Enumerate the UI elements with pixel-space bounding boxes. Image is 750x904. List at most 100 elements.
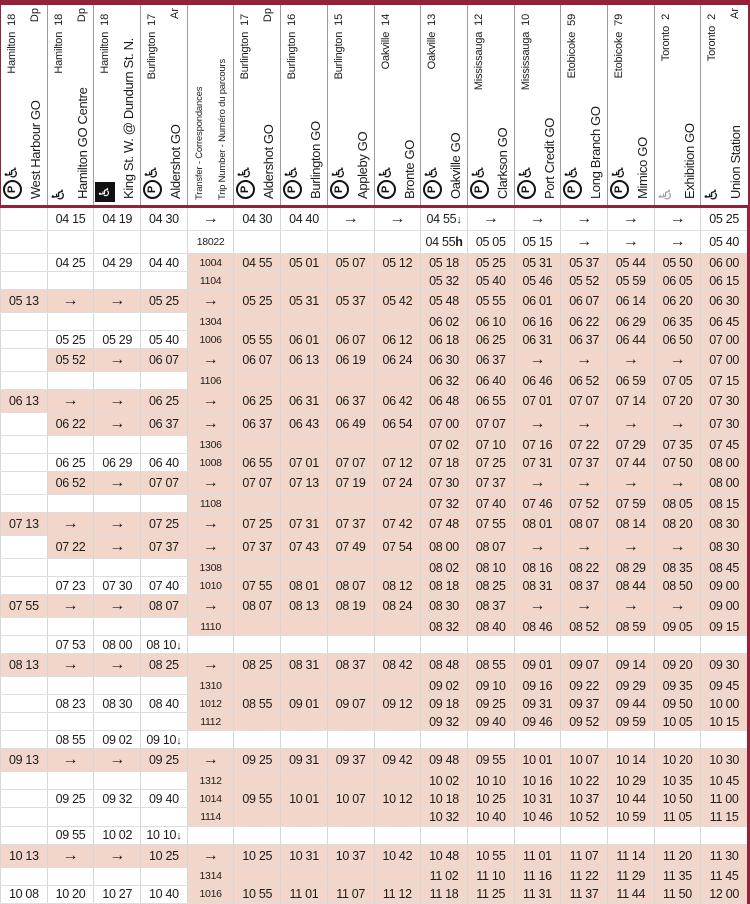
trip-number-cell: 18022 xyxy=(187,230,235,255)
timetable-row: 1314 11 02 11 10 11 16 11 22 11 29 11 35 11 45 xyxy=(0,867,748,886)
time-cell: 08 40 xyxy=(467,617,515,637)
time-cell: 09 48 xyxy=(420,748,468,773)
time-cell: 06 10 xyxy=(467,312,515,332)
empty-cell xyxy=(280,271,328,291)
time-cell: 08 02 xyxy=(420,558,468,578)
time-cell: 10 50 xyxy=(654,789,702,809)
trip-number-label: Trip Number - Numéro du parcours xyxy=(216,58,228,200)
skip-arrow-cell: → xyxy=(187,653,235,678)
parking-icon: P xyxy=(329,180,349,199)
empty-cell xyxy=(93,271,142,291)
time-cell: 04 29 xyxy=(93,253,142,273)
time-cell: 06 01 xyxy=(280,330,328,350)
trip-number-cell: 1108 xyxy=(187,494,235,514)
time-cell: 11 44 xyxy=(607,885,655,904)
time-cell: 09 01 xyxy=(280,694,328,714)
skip-arrow-cell: → xyxy=(607,206,655,232)
trip-number-cell: 1012 xyxy=(187,694,235,714)
fare-zone-label: Hamilton18 xyxy=(5,14,18,74)
empty-cell xyxy=(280,617,328,637)
time-cell: 06 55 xyxy=(467,389,515,414)
timetable-row: 10 08 10 20 10 27 10 40 1016 10 55 11 01 11 07 1… xyxy=(0,885,748,904)
trip-number-cell: 1312 xyxy=(187,771,235,791)
empty-cell xyxy=(140,617,188,637)
time-cell: 07 48 xyxy=(420,512,468,537)
time-cell: 11 31 xyxy=(514,885,562,904)
time-cell: 08 05 xyxy=(654,494,702,514)
time-cell: 07 22 xyxy=(47,535,95,559)
station-name: Mimico GO xyxy=(634,137,650,199)
parking-icon: P xyxy=(282,180,302,199)
skip-arrow-cell: → xyxy=(607,535,655,559)
time-cell: 08 10 xyxy=(467,558,515,578)
time-cell: 05 01 xyxy=(280,253,328,273)
skip-arrow-cell: → xyxy=(607,230,655,255)
skip-arrow-cell: → xyxy=(514,594,562,619)
transfer-label: Transfer - Correspondances xyxy=(193,86,205,200)
time-cell: 10 46 xyxy=(514,807,562,827)
empty-cell xyxy=(187,635,235,655)
time-cell: 11 25 xyxy=(467,885,515,904)
empty-cell xyxy=(374,635,422,655)
time-cell: 06 25 xyxy=(467,330,515,350)
skip-arrow-cell: → xyxy=(187,348,235,373)
time-cell: 10 55 xyxy=(233,885,282,904)
timetable-row: 08 55 09 02 09 10↓ xyxy=(0,730,748,750)
empty-cell xyxy=(93,558,142,578)
empty-cell xyxy=(0,471,48,496)
time-cell: 06 19 xyxy=(327,348,375,373)
time-cell: 09 45 xyxy=(700,676,748,696)
time-cell: 09 05 xyxy=(654,617,702,637)
time-cell: 04 55↓ xyxy=(420,206,468,232)
empty-cell xyxy=(374,771,422,791)
time-cell: 09 00 xyxy=(700,594,748,619)
timetable-row: 08 13 → → 08 25 → 08 25 08 31 08 37 08 42 08 48 08… xyxy=(0,653,748,678)
time-cell: 09 50 xyxy=(654,694,702,714)
empty-cell xyxy=(374,676,422,696)
time-cell: 08 25 xyxy=(467,576,515,596)
time-cell: 09 40 xyxy=(140,789,188,809)
time-cell: 07 29 xyxy=(607,435,655,455)
station-name: West Harbour GO xyxy=(27,100,42,199)
station-name: Appleby GO xyxy=(354,131,370,199)
timetable-row: 09 55 10 02 10 10↓ xyxy=(0,826,748,845)
empty-cell xyxy=(280,826,328,845)
time-cell: 07 25 xyxy=(467,453,515,473)
time-cell: 08 20 xyxy=(654,512,702,537)
empty-cell xyxy=(0,453,48,473)
time-cell: 10 30 xyxy=(700,748,748,773)
empty-cell xyxy=(233,558,282,578)
time-cell: 10 25 xyxy=(233,844,282,868)
empty-cell xyxy=(0,412,48,437)
fare-zone-label: Burlington17 xyxy=(146,14,159,80)
skip-arrow-cell: → xyxy=(560,230,608,255)
time-cell: 06 32 xyxy=(420,371,468,391)
parking-icon: P xyxy=(376,180,395,199)
time-cell: 05 25 xyxy=(233,289,282,314)
station-name: Bronte GO xyxy=(401,140,416,199)
time-cell: 08 32 xyxy=(420,617,468,637)
timetable-row: 1114 10 32 10 40 10 46 10 52 10 59 11 05 11 15 xyxy=(0,807,748,827)
time-cell: 08 44 xyxy=(607,576,655,596)
time-cell: 07 15 xyxy=(700,371,748,391)
empty-cell xyxy=(327,676,375,696)
empty-cell xyxy=(280,371,328,391)
time-cell: 06 43 xyxy=(280,412,328,437)
time-cell: 10 31 xyxy=(280,844,328,868)
timetable-row: 07 55 → → 08 07 → 08 07 08 13 08 19 08 24 08 30 08… xyxy=(0,594,748,619)
time-cell: 04 19 xyxy=(93,206,142,232)
time-cell: 06 45 xyxy=(700,312,748,332)
time-cell: 06 55 xyxy=(233,453,282,473)
empty-cell xyxy=(327,435,375,455)
time-cell: 06 50 xyxy=(654,330,702,350)
skip-arrow-cell: → xyxy=(374,206,422,232)
time-cell: 10 35 xyxy=(654,771,702,791)
time-cell: 06 22 xyxy=(560,312,608,332)
skip-arrow-cell: → xyxy=(47,512,95,537)
time-cell: 11 35 xyxy=(654,867,702,886)
skip-arrow-cell: → xyxy=(560,594,608,619)
empty-cell xyxy=(0,206,48,232)
time-cell: 09 55 xyxy=(467,748,515,773)
time-cell: 08 50 xyxy=(654,576,702,596)
time-cell: 07 30 xyxy=(700,389,748,414)
